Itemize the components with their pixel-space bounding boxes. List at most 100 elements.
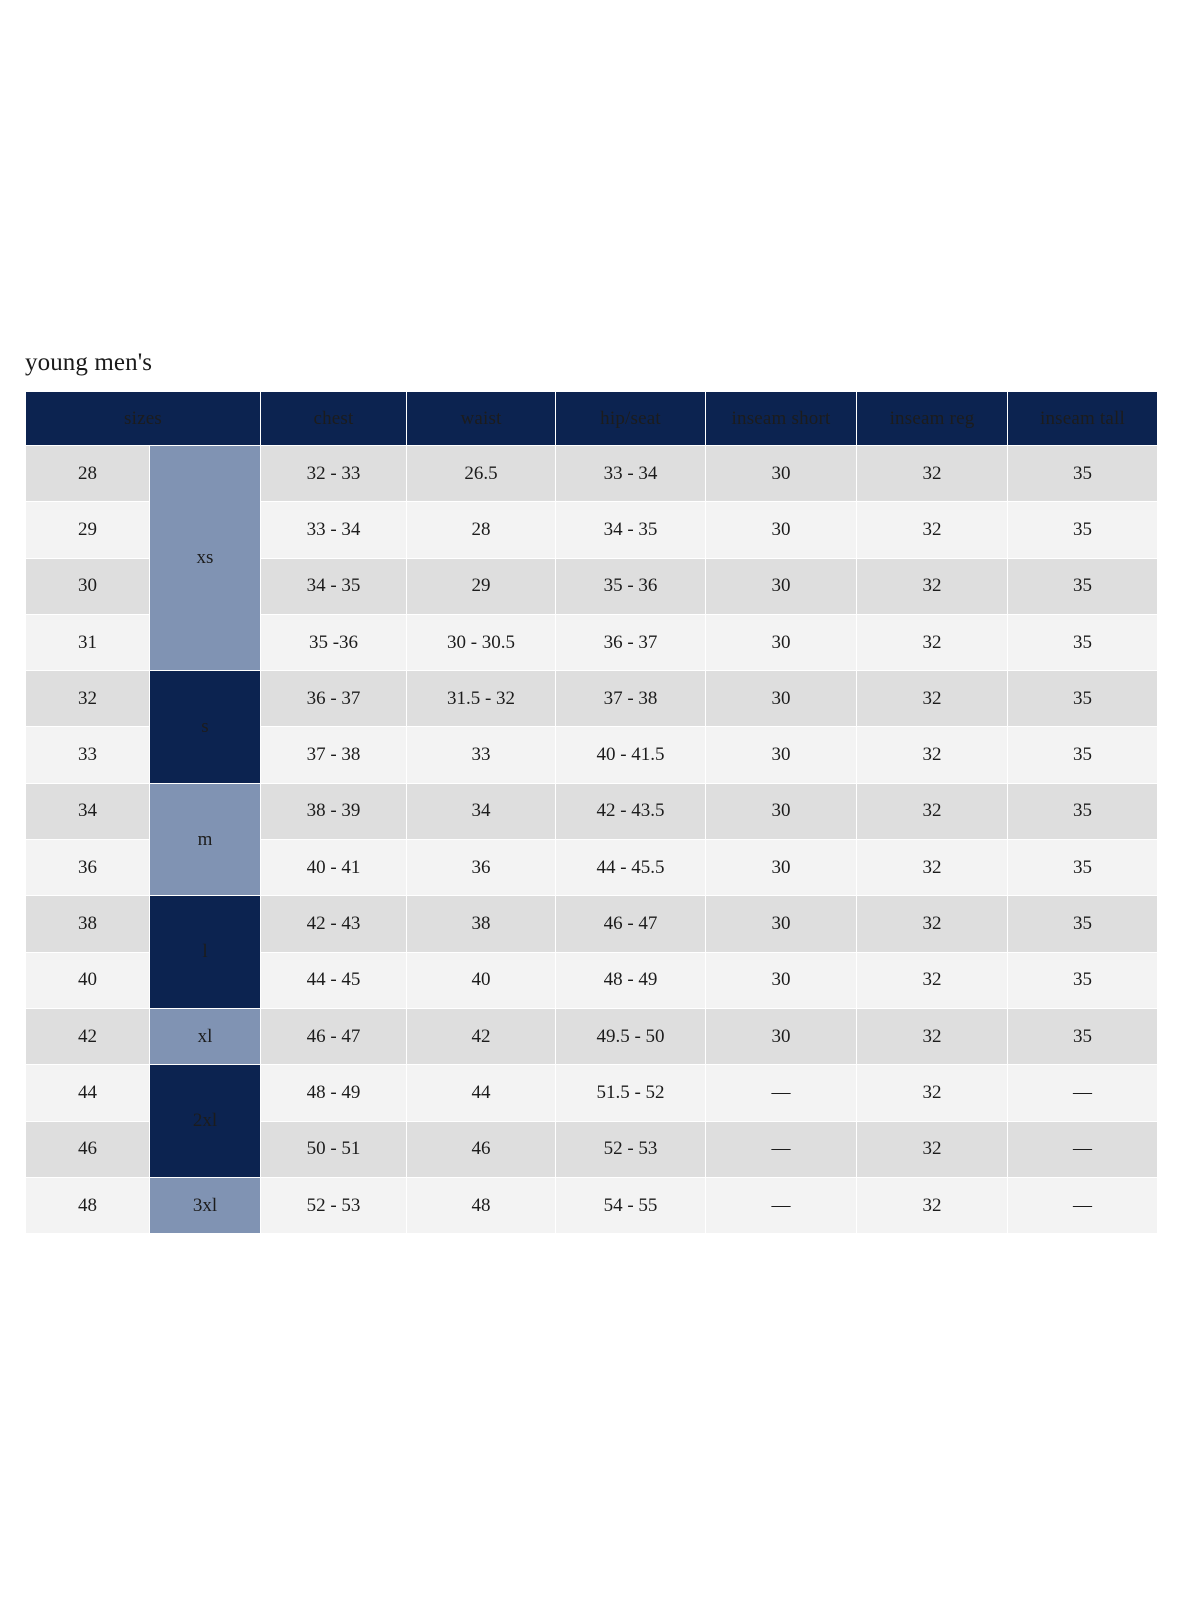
cell-chest: 36 - 37	[261, 671, 406, 727]
cell-inseam-reg: 32	[857, 502, 1007, 558]
column-header-waist: waist	[407, 392, 555, 445]
cell-inseam-short: 30	[706, 952, 856, 1008]
table-body: 28 xs 32 - 33 26.5 33 - 34 30 32 35 29 33 - 34 28 3…	[26, 446, 1157, 1234]
cell-inseam-short: 30	[706, 783, 856, 840]
cell-inseam-short: —	[706, 1121, 856, 1177]
cell-inseam-short: 30	[706, 840, 856, 896]
cell-inseam-tall: 35	[1008, 558, 1157, 614]
cell-chest: 46 - 47	[261, 1008, 406, 1065]
cell-size-band-xl: xl	[150, 1008, 260, 1065]
header-row: sizes chest waist hip/seat inseam short insea…	[26, 392, 1157, 445]
cell-size: 40	[26, 952, 149, 1008]
table-row: 38 l 42 - 43 38 46 - 47 30 32 35	[26, 896, 1157, 1008]
cell-waist: 33	[407, 727, 555, 783]
cell-inseam-tall: 35	[1008, 1008, 1157, 1065]
cell-size-band-s: s	[150, 671, 260, 783]
cell-inseam-short: 30	[706, 446, 856, 502]
cell-chest: 32 - 33	[261, 446, 406, 502]
cell-waist: 38	[407, 896, 555, 952]
cell-size-band-m: m	[150, 783, 260, 896]
cell-size-band-l: l	[150, 896, 260, 1008]
cell-hip-seat: 40 - 41.5	[556, 727, 705, 783]
cell-size-band-3xl: 3xl	[150, 1177, 260, 1234]
cell-chest: 33 - 34	[261, 502, 406, 558]
cell-waist: 29	[407, 558, 555, 614]
cell-hip-seat: 44 - 45.5	[556, 840, 705, 896]
cell-size: 36	[26, 840, 149, 896]
cell-inseam-tall: 35	[1008, 614, 1157, 671]
cell-inseam-tall: 35	[1008, 783, 1157, 840]
table-row: 30 34 - 35 29 35 - 36 30 32 35	[26, 558, 1157, 614]
cell-inseam-tall: —	[1008, 1065, 1157, 1121]
cell-chest: 34 - 35	[261, 558, 406, 614]
table-row: 28 xs 32 - 33 26.5 33 - 34 30 32 35	[26, 446, 1157, 671]
cell-hip-seat: 48 - 49	[556, 952, 705, 1008]
cell-inseam-short: 30	[706, 614, 856, 671]
cell-hip-seat: 54 - 55	[556, 1177, 705, 1234]
cell-size: 29	[26, 502, 149, 558]
cell-size: 33	[26, 727, 149, 783]
cell-waist: 42	[407, 1008, 555, 1065]
table-row: 29 33 - 34 28 34 - 35 30 32 35	[26, 502, 1157, 558]
cell-hip-seat: 34 - 35	[556, 502, 705, 558]
cell-chest: 52 - 53	[261, 1177, 406, 1234]
cell-inseam-reg: 32	[857, 1121, 1007, 1177]
cell-waist: 28	[407, 502, 555, 558]
cell-waist: 48	[407, 1177, 555, 1234]
table-row: 34 m 38 - 39 34 42 - 43.5 30 32 35	[26, 783, 1157, 896]
cell-size: 46	[26, 1121, 149, 1177]
cell-inseam-reg: 32	[857, 446, 1007, 502]
cell-inseam-reg: 32	[857, 558, 1007, 614]
cell-inseam-reg: 32	[857, 727, 1007, 783]
cell-hip-seat: 36 - 37	[556, 614, 705, 671]
cell-size-band-xs: xs	[150, 446, 260, 671]
cell-inseam-short: 30	[706, 558, 856, 614]
cell-size: 34	[26, 783, 149, 840]
cell-inseam-reg: 32	[857, 783, 1007, 840]
cell-inseam-tall: —	[1008, 1121, 1157, 1177]
cell-waist: 30 - 30.5	[407, 614, 555, 671]
cell-chest: 40 - 41	[261, 840, 406, 896]
cell-inseam-tall: 35	[1008, 952, 1157, 1008]
cell-inseam-tall: —	[1008, 1177, 1157, 1234]
cell-inseam-tall: 35	[1008, 727, 1157, 783]
cell-size: 30	[26, 558, 149, 614]
cell-inseam-tall: 35	[1008, 446, 1157, 502]
cell-chest: 37 - 38	[261, 727, 406, 783]
cell-waist: 31.5 - 32	[407, 671, 555, 727]
cell-inseam-reg: 32	[857, 1065, 1007, 1121]
cell-waist: 46	[407, 1121, 555, 1177]
cell-inseam-short: 30	[706, 896, 856, 952]
cell-chest: 50 - 51	[261, 1121, 406, 1177]
cell-hip-seat: 33 - 34	[556, 446, 705, 502]
cell-size: 42	[26, 1008, 149, 1065]
cell-hip-seat: 42 - 43.5	[556, 783, 705, 840]
cell-inseam-reg: 32	[857, 896, 1007, 952]
cell-size: 31	[26, 614, 149, 671]
cell-waist: 44	[407, 1065, 555, 1121]
cell-size: 32	[26, 671, 149, 727]
table-row: 40 44 - 45 40 48 - 49 30 32 35	[26, 952, 1157, 1008]
cell-inseam-reg: 32	[857, 1177, 1007, 1234]
cell-size-band-2xl: 2xl	[150, 1065, 260, 1177]
cell-hip-seat: 46 - 47	[556, 896, 705, 952]
column-header-inseam-reg: inseam reg	[857, 392, 1007, 445]
table-row: 32 s 36 - 37 31.5 - 32 37 - 38 30 32 35	[26, 671, 1157, 783]
column-header-hip-seat: hip/seat	[556, 392, 705, 445]
cell-inseam-short: 30	[706, 502, 856, 558]
column-header-inseam-tall: inseam tall	[1008, 392, 1157, 445]
cell-chest: 48 - 49	[261, 1065, 406, 1121]
cell-hip-seat: 52 - 53	[556, 1121, 705, 1177]
cell-inseam-reg: 32	[857, 614, 1007, 671]
size-chart-table: sizes chest waist hip/seat inseam short insea…	[25, 391, 1158, 1235]
cell-inseam-reg: 32	[857, 840, 1007, 896]
cell-inseam-short: 30	[706, 671, 856, 727]
cell-waist: 34	[407, 783, 555, 840]
cell-inseam-reg: 32	[857, 952, 1007, 1008]
cell-inseam-short: 30	[706, 1008, 856, 1065]
cell-hip-seat: 37 - 38	[556, 671, 705, 727]
cell-hip-seat: 35 - 36	[556, 558, 705, 614]
cell-chest: 35 -36	[261, 614, 406, 671]
size-chart-container: young men's sizes chest waist hip/seat insea…	[25, 350, 1158, 1235]
cell-hip-seat: 49.5 - 50	[556, 1008, 705, 1065]
